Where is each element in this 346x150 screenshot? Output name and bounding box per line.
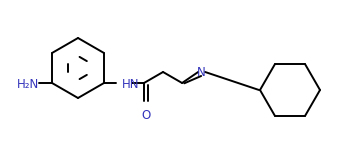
Text: H₂N: H₂N xyxy=(17,78,39,90)
Text: HN: HN xyxy=(122,78,139,90)
Text: O: O xyxy=(142,109,151,122)
Text: N: N xyxy=(197,66,206,78)
